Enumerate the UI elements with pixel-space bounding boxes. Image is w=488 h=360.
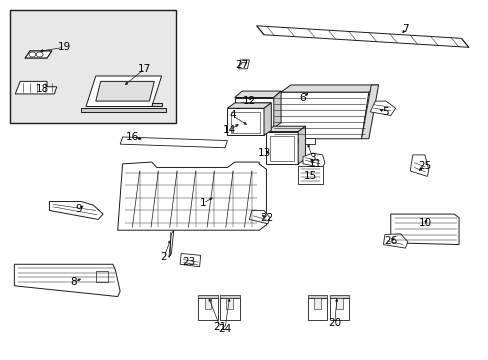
Text: 6: 6 <box>299 93 305 103</box>
Polygon shape <box>329 298 348 320</box>
Text: 22: 22 <box>259 213 272 222</box>
Polygon shape <box>266 132 298 164</box>
Polygon shape <box>81 108 166 112</box>
Polygon shape <box>307 296 327 298</box>
Text: 4: 4 <box>228 111 235 121</box>
Bar <box>241 102 270 126</box>
Polygon shape <box>14 264 120 297</box>
Text: 10: 10 <box>418 218 430 228</box>
Polygon shape <box>96 81 154 101</box>
Polygon shape <box>198 298 217 320</box>
Polygon shape <box>335 298 342 309</box>
Polygon shape <box>227 103 271 108</box>
Polygon shape <box>180 253 200 267</box>
Text: 16: 16 <box>125 132 139 142</box>
Text: 17: 17 <box>138 64 151 74</box>
Polygon shape <box>234 98 273 128</box>
Text: 14: 14 <box>223 125 236 135</box>
Polygon shape <box>314 298 321 309</box>
Bar <box>269 136 294 161</box>
Polygon shape <box>204 298 211 309</box>
Bar <box>10 10 176 123</box>
Polygon shape <box>49 202 103 220</box>
Polygon shape <box>227 108 264 135</box>
Polygon shape <box>86 76 161 107</box>
Text: 9: 9 <box>75 204 82 214</box>
Polygon shape <box>390 214 458 244</box>
Text: 26: 26 <box>384 236 397 246</box>
Text: 24: 24 <box>218 324 231 334</box>
Polygon shape <box>273 91 281 128</box>
Text: 8: 8 <box>70 277 77 287</box>
Circle shape <box>29 52 36 57</box>
Polygon shape <box>271 92 368 139</box>
Polygon shape <box>266 126 305 132</box>
Text: 15: 15 <box>303 171 316 181</box>
Text: 1: 1 <box>199 198 206 208</box>
Text: 12: 12 <box>242 96 256 106</box>
Polygon shape <box>329 296 348 298</box>
Polygon shape <box>409 155 428 176</box>
Text: 18: 18 <box>36 84 49 94</box>
Polygon shape <box>238 60 249 69</box>
Polygon shape <box>303 153 325 167</box>
Polygon shape <box>152 103 161 107</box>
Polygon shape <box>249 211 269 224</box>
Polygon shape <box>307 298 327 320</box>
Polygon shape <box>198 296 217 298</box>
Text: 13: 13 <box>257 148 270 158</box>
Circle shape <box>36 52 43 57</box>
Polygon shape <box>15 81 57 94</box>
Text: 7: 7 <box>401 24 408 35</box>
Text: 5: 5 <box>382 107 388 117</box>
Polygon shape <box>298 126 305 164</box>
Polygon shape <box>220 298 239 320</box>
Polygon shape <box>25 51 52 58</box>
Text: 2: 2 <box>161 252 167 262</box>
Text: 3: 3 <box>309 153 315 163</box>
Text: 19: 19 <box>58 42 71 52</box>
Text: 27: 27 <box>235 60 248 70</box>
Polygon shape <box>267 137 277 144</box>
Bar <box>96 271 108 282</box>
Polygon shape <box>220 296 239 298</box>
Polygon shape <box>290 138 315 144</box>
Polygon shape <box>118 162 266 230</box>
Polygon shape <box>234 91 281 98</box>
Polygon shape <box>264 103 271 135</box>
Text: 21: 21 <box>213 322 226 332</box>
Polygon shape <box>383 234 407 248</box>
Polygon shape <box>226 298 233 309</box>
Text: 25: 25 <box>417 161 430 171</box>
Polygon shape <box>120 137 227 148</box>
Text: 11: 11 <box>308 159 321 169</box>
Text: 23: 23 <box>182 257 195 267</box>
Polygon shape <box>256 26 468 47</box>
Polygon shape <box>298 166 322 184</box>
Polygon shape <box>369 101 395 116</box>
Polygon shape <box>281 85 378 92</box>
Bar <box>231 112 259 133</box>
Polygon shape <box>361 85 378 139</box>
Text: 20: 20 <box>327 319 341 328</box>
